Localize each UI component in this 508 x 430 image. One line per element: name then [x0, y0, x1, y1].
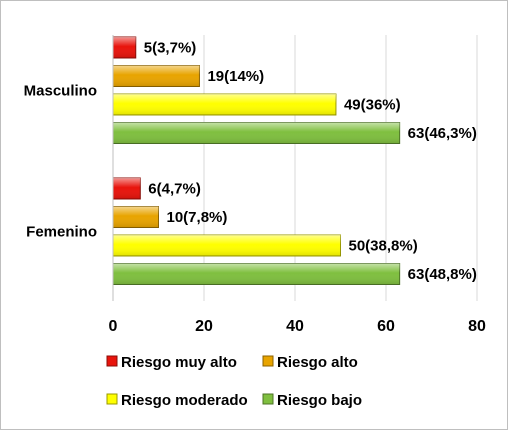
x-tick-label: 20: [195, 318, 213, 335]
bar-shading: [113, 65, 200, 87]
data-label: 19(14%): [207, 68, 264, 85]
legend-swatch: [106, 393, 118, 405]
data-label: 49(36%): [344, 97, 401, 114]
category-label: Femenino: [26, 223, 97, 240]
grid-lines: [203, 35, 478, 301]
bars: [112, 36, 401, 285]
bar-shading: [113, 263, 400, 285]
legend: Riesgo muy alto Riesgo alto Riesgo moderad…: [106, 354, 362, 409]
legend-label: Riesgo bajo: [277, 392, 362, 409]
legend-label: Riesgo muy alto: [121, 354, 237, 371]
x-tick-label: 0: [109, 318, 118, 335]
data-label: 6(4,7%): [148, 181, 201, 198]
legend-swatch: [262, 393, 274, 405]
bar-shading: [113, 37, 136, 58]
bar-shading: [113, 206, 159, 228]
data-label: 63(48,8%): [408, 266, 477, 283]
x-tick-label: 40: [286, 318, 304, 335]
data-label: 63(46,3%): [408, 125, 477, 142]
bar-shading: [113, 235, 341, 256]
legend-label: Riesgo alto: [277, 354, 358, 371]
bar-shading: [113, 94, 336, 115]
legend-swatch: [262, 355, 274, 367]
x-tick-label: 60: [377, 318, 395, 335]
bar-shading: [113, 178, 141, 199]
legend-label: Riesgo moderado: [121, 392, 248, 409]
category-label: Masculino: [24, 82, 97, 99]
axes: Masculino Femenino 0 20 40 60 80: [24, 35, 486, 335]
data-labels: 5(3,7%) 19(14%) 49(36%) 63(46,3%) 6(4,7%) 10(…: [144, 40, 477, 284]
data-label: 10(7,8%): [167, 209, 228, 226]
data-label: 50(38,8%): [349, 238, 418, 255]
data-label: 5(3,7%): [144, 40, 197, 57]
bar-shading: [113, 122, 400, 144]
x-tick-label: 80: [468, 318, 486, 335]
legend-swatch: [106, 355, 118, 367]
